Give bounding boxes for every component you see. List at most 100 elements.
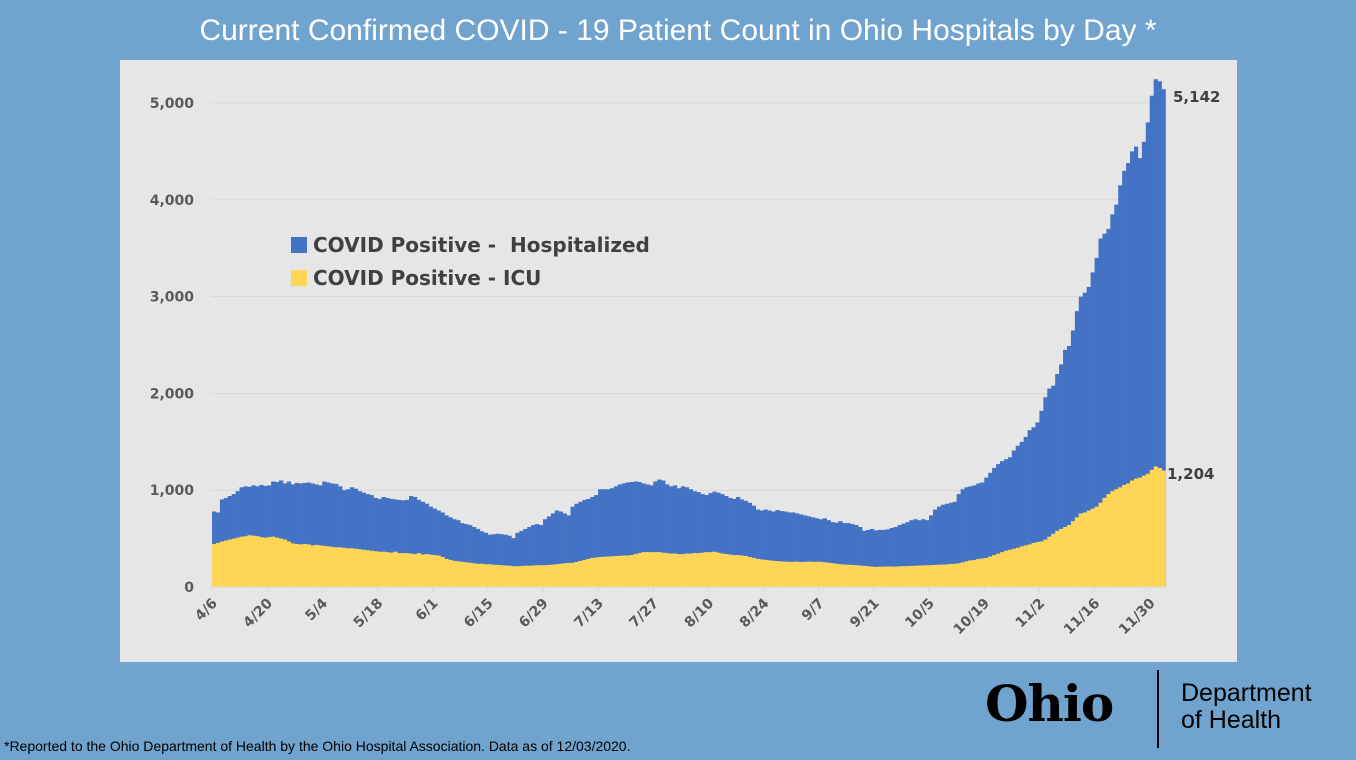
hospitalized-bar bbox=[751, 505, 757, 587]
hospitalized-bar bbox=[1149, 95, 1154, 588]
icu-bar bbox=[598, 556, 603, 587]
hospitalized-bar bbox=[314, 484, 319, 587]
icu-bar bbox=[389, 552, 394, 587]
icu-bar bbox=[1106, 494, 1111, 587]
hospitalized-bar bbox=[566, 515, 571, 587]
hospitalized-bar bbox=[952, 501, 957, 587]
hospitalized-bar bbox=[712, 491, 717, 587]
icu-bar bbox=[708, 552, 713, 587]
icu-bar bbox=[468, 562, 473, 587]
icu-bar bbox=[298, 544, 303, 587]
hospitalized-bar bbox=[893, 526, 898, 587]
icu-bar bbox=[361, 549, 366, 587]
icu-bar bbox=[475, 563, 481, 587]
hospitalized-bar bbox=[704, 495, 709, 587]
hospitalized-bar bbox=[483, 532, 489, 587]
icu-bar bbox=[1082, 512, 1087, 587]
hospitalized-bar bbox=[968, 486, 973, 587]
hospitalized-bar bbox=[842, 523, 847, 587]
icu-bar bbox=[550, 564, 556, 587]
icu-bar bbox=[1011, 548, 1017, 587]
hospitalized-bar bbox=[1145, 122, 1151, 588]
icu-bar bbox=[763, 559, 768, 587]
hospitalized-bar bbox=[944, 503, 950, 587]
icu-bar bbox=[531, 565, 536, 587]
hospitalized-bar bbox=[539, 525, 544, 587]
icu-bar bbox=[676, 554, 682, 587]
icu-bar bbox=[850, 564, 855, 587]
hospitalized-bar bbox=[1011, 450, 1017, 587]
icu-bar bbox=[416, 553, 422, 587]
hospitalized-bar bbox=[877, 529, 883, 587]
icu-bar bbox=[1023, 545, 1028, 587]
y-tick-label: 5,000 bbox=[150, 96, 195, 112]
icu-bar bbox=[1047, 536, 1052, 587]
icu-bar bbox=[637, 553, 642, 587]
hospitalized-bar bbox=[1110, 214, 1115, 587]
icu-bar bbox=[873, 566, 879, 587]
x-tick-label: 10/5 bbox=[902, 596, 938, 632]
hospitalized-bar bbox=[357, 491, 363, 587]
icu-bar bbox=[495, 564, 500, 587]
icu-bar bbox=[822, 562, 827, 587]
hospitalized-bar bbox=[334, 483, 339, 587]
icu-bar bbox=[432, 555, 437, 587]
logo-line1: Department bbox=[1181, 679, 1312, 707]
hospitalized-bar bbox=[468, 525, 473, 587]
icu-bar bbox=[621, 555, 626, 587]
hospitalized-bar bbox=[834, 522, 839, 587]
hospitalized-bar bbox=[763, 509, 768, 587]
icu-bar bbox=[243, 536, 248, 587]
icu-bar bbox=[787, 561, 792, 587]
icu-bar bbox=[1130, 480, 1135, 587]
hospitalized-bar bbox=[432, 508, 437, 587]
hospitalized-bar bbox=[1106, 228, 1111, 587]
icu-bar bbox=[649, 552, 654, 587]
hospitalized-bar bbox=[822, 518, 827, 587]
hospitalized-bar bbox=[613, 486, 619, 587]
icu-bar bbox=[751, 557, 757, 587]
icu-bar bbox=[271, 536, 276, 587]
icu-bar bbox=[846, 564, 851, 587]
icu-bar bbox=[539, 565, 544, 587]
icu-bar bbox=[1153, 466, 1158, 587]
icu-bars bbox=[212, 466, 1166, 587]
icu-bar bbox=[633, 554, 638, 587]
icu-bar bbox=[810, 561, 816, 587]
hospitalized-bar bbox=[1157, 81, 1162, 587]
hospitalized-bar bbox=[475, 528, 481, 587]
hospitalized-bar bbox=[412, 496, 418, 587]
icu-bar bbox=[440, 556, 445, 587]
icu-bar bbox=[401, 553, 406, 587]
hospitalized-bar bbox=[1066, 345, 1072, 587]
icu-bar bbox=[464, 562, 469, 587]
icu-bar bbox=[720, 553, 725, 587]
icu-bar bbox=[968, 560, 973, 587]
hospitalized-bar bbox=[582, 499, 587, 587]
hospitalized-bar bbox=[948, 502, 954, 587]
hospitalized-bar bbox=[444, 515, 449, 587]
icu-bar bbox=[527, 565, 532, 587]
icu-bar bbox=[1137, 477, 1143, 587]
icu-bar bbox=[1027, 544, 1032, 587]
hospitalized-bar bbox=[771, 511, 776, 587]
icu-bar bbox=[1039, 541, 1044, 587]
icu-bar bbox=[669, 553, 674, 587]
icu-bar bbox=[818, 561, 823, 587]
x-tick-label: 9/7 bbox=[799, 596, 828, 625]
hospitalized-bar bbox=[416, 499, 422, 587]
hospitalized-bar bbox=[338, 486, 343, 587]
icu-bar bbox=[381, 551, 386, 587]
icu-bar bbox=[964, 561, 969, 587]
hospitalized-bar bbox=[275, 481, 280, 587]
icu-bar bbox=[1114, 489, 1119, 587]
icu-bar bbox=[1145, 473, 1151, 587]
hospitalized-bar bbox=[676, 488, 682, 587]
icu-bar bbox=[814, 561, 820, 587]
icu-bar bbox=[397, 553, 402, 587]
hospitalized-bar bbox=[680, 486, 686, 587]
hospitalized-bar bbox=[1023, 436, 1028, 587]
hospitalized-bar bbox=[531, 525, 536, 587]
icu-bar bbox=[342, 547, 347, 587]
hospitalized-bar bbox=[739, 499, 745, 587]
